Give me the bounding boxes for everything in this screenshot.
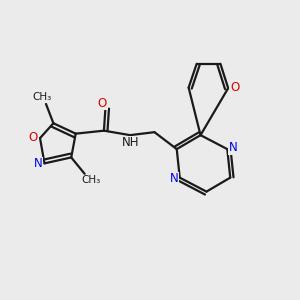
- Text: CH₃: CH₃: [82, 175, 101, 185]
- Text: O: O: [230, 81, 239, 94]
- Text: CH₃: CH₃: [33, 92, 52, 102]
- Text: O: O: [98, 97, 107, 110]
- Text: N: N: [169, 172, 178, 185]
- Text: NH: NH: [122, 136, 140, 149]
- Text: N: N: [34, 158, 42, 170]
- Text: N: N: [229, 141, 238, 154]
- Text: O: O: [29, 131, 38, 144]
